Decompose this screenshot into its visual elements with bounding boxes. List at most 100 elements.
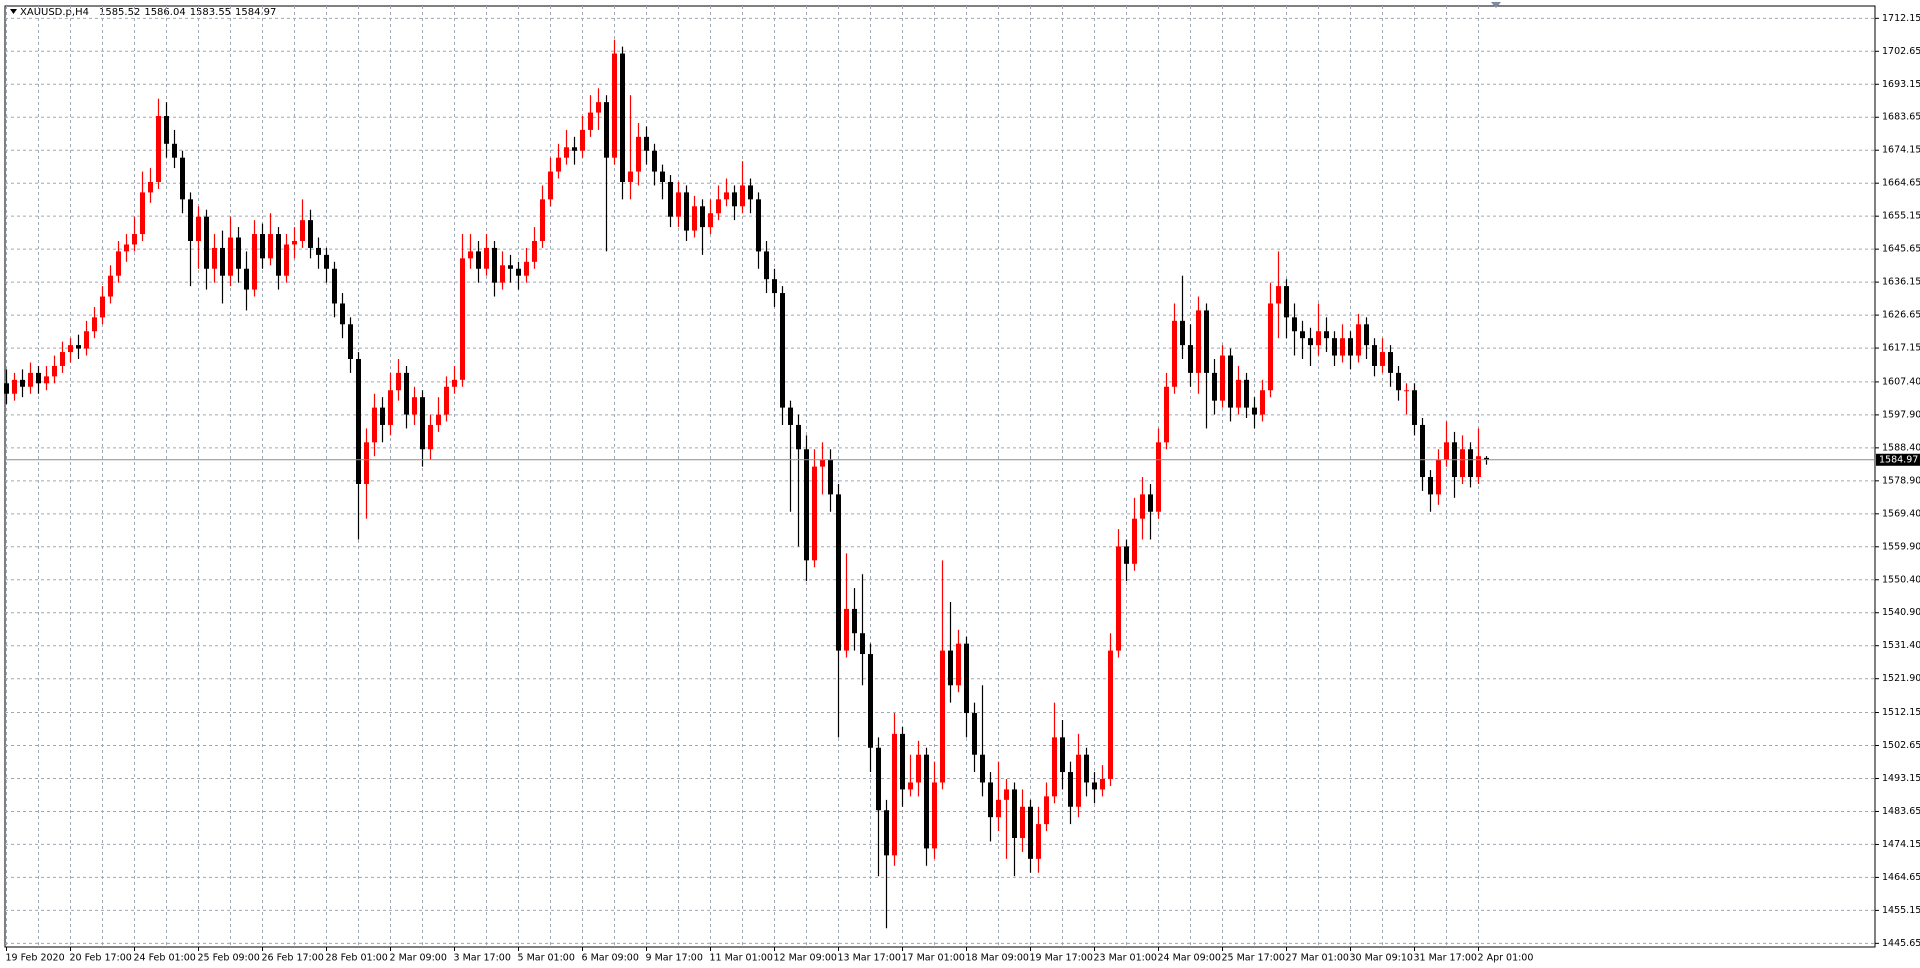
candle-body	[444, 386, 449, 415]
candle-body	[348, 324, 353, 360]
candle-body	[1316, 331, 1321, 346]
candle-body	[1116, 546, 1121, 651]
candle-body	[92, 317, 97, 332]
candle-body	[284, 244, 289, 276]
y-tick-label: 1455.15	[1882, 905, 1920, 916]
x-tick-label: 30 Mar 09:10	[1350, 953, 1413, 964]
candle-body	[52, 365, 57, 377]
candle-body	[1268, 303, 1273, 391]
candle-body	[1340, 338, 1345, 356]
candle-body	[260, 234, 265, 259]
candle-body	[1196, 310, 1201, 373]
candle-body	[372, 407, 377, 443]
y-tick-label: 1693.15	[1882, 79, 1920, 90]
candle-body	[1460, 449, 1465, 478]
candle-body	[836, 494, 841, 651]
candle-body	[692, 206, 697, 231]
candle-body	[100, 296, 105, 318]
candle-body	[1052, 737, 1057, 797]
y-tick-label: 1483.65	[1882, 806, 1920, 817]
candle-body	[652, 150, 657, 172]
ohlc-value: 1583.55	[190, 7, 231, 18]
y-tick-label: 1569.40	[1882, 508, 1920, 519]
candle-body	[524, 261, 529, 276]
candle-body	[1308, 338, 1313, 346]
x-tick-label: 5 Mar 01:00	[518, 953, 575, 964]
candle-body	[828, 459, 833, 495]
candle-body	[1380, 352, 1385, 366]
candle-body	[1436, 459, 1441, 495]
x-tick-label: 19 Mar 17:00	[1030, 953, 1093, 964]
candle-body	[1220, 355, 1225, 401]
candle-body	[1476, 456, 1481, 478]
candle-body	[108, 275, 113, 297]
candle-body	[220, 247, 225, 276]
candle-body	[980, 754, 985, 783]
candle-body	[1028, 806, 1033, 859]
y-tick-label: 1502.65	[1882, 740, 1920, 751]
candle-body	[1324, 331, 1329, 339]
candle-body	[588, 112, 593, 130]
x-tick-label: 9 Mar 17:00	[646, 953, 703, 964]
candle-body	[1140, 494, 1145, 519]
candle-body	[740, 185, 745, 207]
candle-body	[212, 247, 217, 269]
candle-body	[604, 102, 609, 158]
candle-body	[1404, 390, 1409, 392]
candle-body	[884, 810, 889, 856]
candle-body	[732, 192, 737, 207]
candle-body	[164, 116, 169, 144]
candle-body	[1444, 442, 1449, 460]
y-tick-label: 1540.90	[1882, 607, 1920, 618]
x-tick-label: 25 Feb 09:00	[198, 953, 260, 964]
candle-body	[1244, 379, 1249, 408]
candle-body	[1108, 650, 1113, 780]
x-tick-label: 20 Feb 17:00	[70, 953, 132, 964]
candle-body	[332, 268, 337, 304]
candle-body	[660, 171, 665, 182]
candle-body	[172, 143, 177, 158]
candle-body	[1172, 320, 1177, 387]
candle-body	[580, 129, 585, 151]
x-tick-label: 3 Mar 17:00	[454, 953, 511, 964]
candle-body	[780, 293, 785, 408]
candle-body	[308, 220, 313, 248]
candle-body	[1188, 345, 1193, 373]
x-tick-label: 24 Feb 01:00	[134, 953, 196, 964]
candle-body	[788, 407, 793, 425]
candle-body	[1156, 442, 1161, 512]
ohlc-value: 1586.04	[144, 7, 185, 18]
candle-body	[620, 53, 625, 182]
ohlc-value: 1584.97	[235, 7, 276, 18]
x-tick-label: 12 Mar 09:00	[774, 953, 837, 964]
candle-body	[396, 372, 401, 391]
candle-body	[1396, 372, 1401, 391]
candle-body	[124, 244, 129, 252]
candle-body	[860, 633, 865, 655]
candle-body	[1228, 355, 1233, 408]
candle-body	[628, 171, 633, 182]
candle-body	[300, 220, 305, 241]
x-tick-label: 17 Mar 01:00	[902, 953, 965, 964]
x-tick-label: 23 Mar 01:00	[1094, 953, 1157, 964]
candle-body	[1148, 494, 1153, 512]
candle-body	[452, 379, 457, 387]
candle-body	[532, 240, 537, 262]
symbol: XAUUSD.p,H4	[20, 7, 89, 18]
x-tick-label: 11 Mar 01:00	[710, 953, 773, 964]
candle-body	[196, 216, 201, 241]
candle-body	[708, 213, 713, 228]
candle-body	[892, 733, 897, 856]
candle-body	[748, 185, 753, 200]
candle-body	[436, 414, 441, 425]
candle-body	[636, 136, 641, 172]
y-tick-label: 1712.15	[1882, 13, 1920, 24]
candle-body	[1420, 424, 1425, 478]
candle-body	[1348, 338, 1353, 356]
candle-body	[1004, 789, 1009, 800]
menu-arrow[interactable]	[10, 9, 17, 14]
candle-body	[148, 181, 153, 193]
candle-body	[180, 157, 185, 200]
candle-body	[516, 268, 521, 276]
